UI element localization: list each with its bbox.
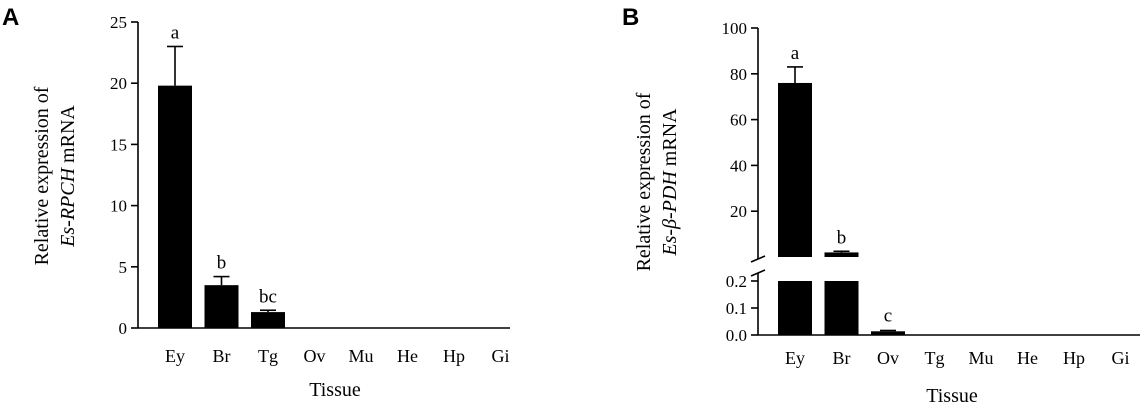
panel-a-x-label: Tissue xyxy=(309,379,361,401)
panel-a-x-tick-label: Tg xyxy=(258,346,278,366)
panel-b-x-tick-label: He xyxy=(1017,348,1038,368)
panel-b-x-tick-label: Gi xyxy=(1112,348,1130,368)
panel-b-x-tick-label: Mu xyxy=(968,348,993,368)
panel-a-x-tick-label: Gi xyxy=(492,346,510,366)
panel-b-bar-upper xyxy=(778,82,812,258)
panel-b-x-tick-label: Hp xyxy=(1063,348,1085,368)
panel-b-y-label-unit: mRNA xyxy=(659,108,681,171)
panel-b-x-tick-label: Ey xyxy=(785,348,805,368)
panel-b-x-tick-label: Tg xyxy=(925,348,945,368)
panel-b-label: B xyxy=(622,4,639,31)
panel-b-bar-upper xyxy=(824,252,859,257)
panel-a-x-tick-label: Br xyxy=(213,346,231,366)
panel-a-bar xyxy=(251,312,285,328)
panel-a-x-axis: Ey Br Tg Ov Mu He Hp Gi xyxy=(138,327,510,366)
panel-a-label: A xyxy=(2,4,19,31)
panel-b-y-label-line2: Es-β-PDH mRNA xyxy=(659,108,681,257)
panel-b-significance-label: c xyxy=(884,305,892,326)
panel-a-significance-label: a xyxy=(171,22,180,43)
panel-a-y-axis: 0 5 10 15 20 25 xyxy=(110,13,139,338)
panel-a-x-tick-label: Mu xyxy=(348,346,373,366)
panel-b-y-tick-label: 0.1 xyxy=(726,299,747,318)
panel-a-y-tick-label: 5 xyxy=(119,258,128,277)
panel-b-bar-lower xyxy=(778,281,812,335)
panel-a-y-tick-label: 25 xyxy=(110,13,127,32)
panel-b-x-tick-label: Ov xyxy=(877,348,899,368)
panel-a: A 0 5 10 15 20 25 Ey Br Tg Ov Mu He Hp Gi a b bc Tissu… xyxy=(2,4,510,401)
panel-a-bar xyxy=(158,85,192,328)
panel-b-bars: a b c xyxy=(778,43,905,335)
panel-a-y-tick-label: 20 xyxy=(110,74,127,93)
panel-a-y-tick-label: 10 xyxy=(110,197,127,216)
panel-b-y-label-gene: Es-β-PDH xyxy=(659,170,681,257)
panel-b-y-tick-label: 100 xyxy=(722,19,748,38)
panel-a-y-label-unit: mRNA xyxy=(57,105,79,168)
panel-b-significance-label: b xyxy=(837,227,847,248)
panel-b-x-label: Tissue xyxy=(926,385,978,406)
panel-b-x-axis: Ey Br Ov Tg Mu He Hp Gi xyxy=(758,334,1140,368)
panel-b-y-tick-label: 60 xyxy=(730,111,747,130)
panel-a-y-label-line1: Relative expression of xyxy=(31,86,53,265)
panel-b-x-tick-label: Br xyxy=(833,348,851,368)
panel-a-x-tick-label: Ov xyxy=(304,346,326,366)
panel-a-x-tick-label: Hp xyxy=(443,346,465,366)
panel-a-bars: a b bc xyxy=(158,22,285,328)
panel-b-y-tick-label: 0.2 xyxy=(726,272,747,291)
panel-b-bar-lower xyxy=(871,331,905,335)
panel-b-significance-label: a xyxy=(791,43,800,64)
panel-a-y-label-line2: Es-RPCH mRNA xyxy=(57,105,79,248)
panel-a-y-tick-label: 0 xyxy=(119,319,128,338)
panel-b-y-tick-label: 80 xyxy=(730,65,747,84)
panel-a-bar xyxy=(204,285,239,328)
panel-b-y-tick-label: 20 xyxy=(730,202,747,221)
panel-a-y-tick-label: 15 xyxy=(110,135,127,154)
panel-a-significance-label: b xyxy=(217,253,227,274)
panel-a-significance-label: bc xyxy=(259,286,277,307)
panel-a-x-tick-label: He xyxy=(397,346,418,366)
panel-b-y-tick-label: 0.0 xyxy=(726,326,747,345)
panel-b-bar-lower xyxy=(824,281,859,335)
panel-b-y-axis: 0.0 0.1 0.2 20 40 60 80 100 xyxy=(722,19,766,345)
panel-b-y-label-line1: Relative expression of xyxy=(633,92,655,271)
panel-a-x-tick-label: Ey xyxy=(165,346,185,366)
panel-a-y-label-gene: Es-RPCH xyxy=(57,166,79,247)
panel-b-y-tick-label: 40 xyxy=(730,156,747,175)
